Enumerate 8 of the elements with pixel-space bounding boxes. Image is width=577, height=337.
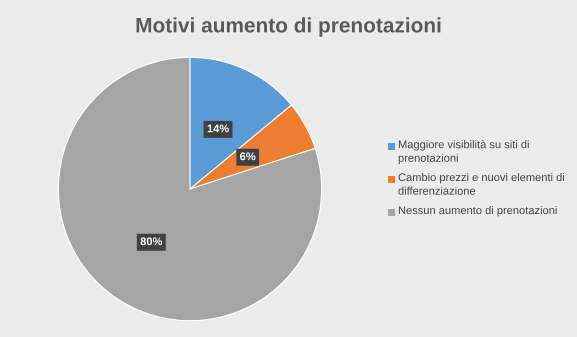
legend-label: Cambio prezzi e nuovi elementi di differenziazione [398, 173, 564, 195]
data-label: 6% [240, 152, 256, 160]
chart-title: Motivi aumento di prenotazioni [136, 17, 440, 37]
data-label: 80% [140, 237, 162, 246]
pie-slice [58, 56, 322, 322]
legend-label: Nessun aumento di prenotazioni [398, 206, 557, 216]
data-label: 14% [208, 124, 229, 132]
legend-label: Maggiore visibilità su siti di prenotazioni [398, 140, 529, 164]
